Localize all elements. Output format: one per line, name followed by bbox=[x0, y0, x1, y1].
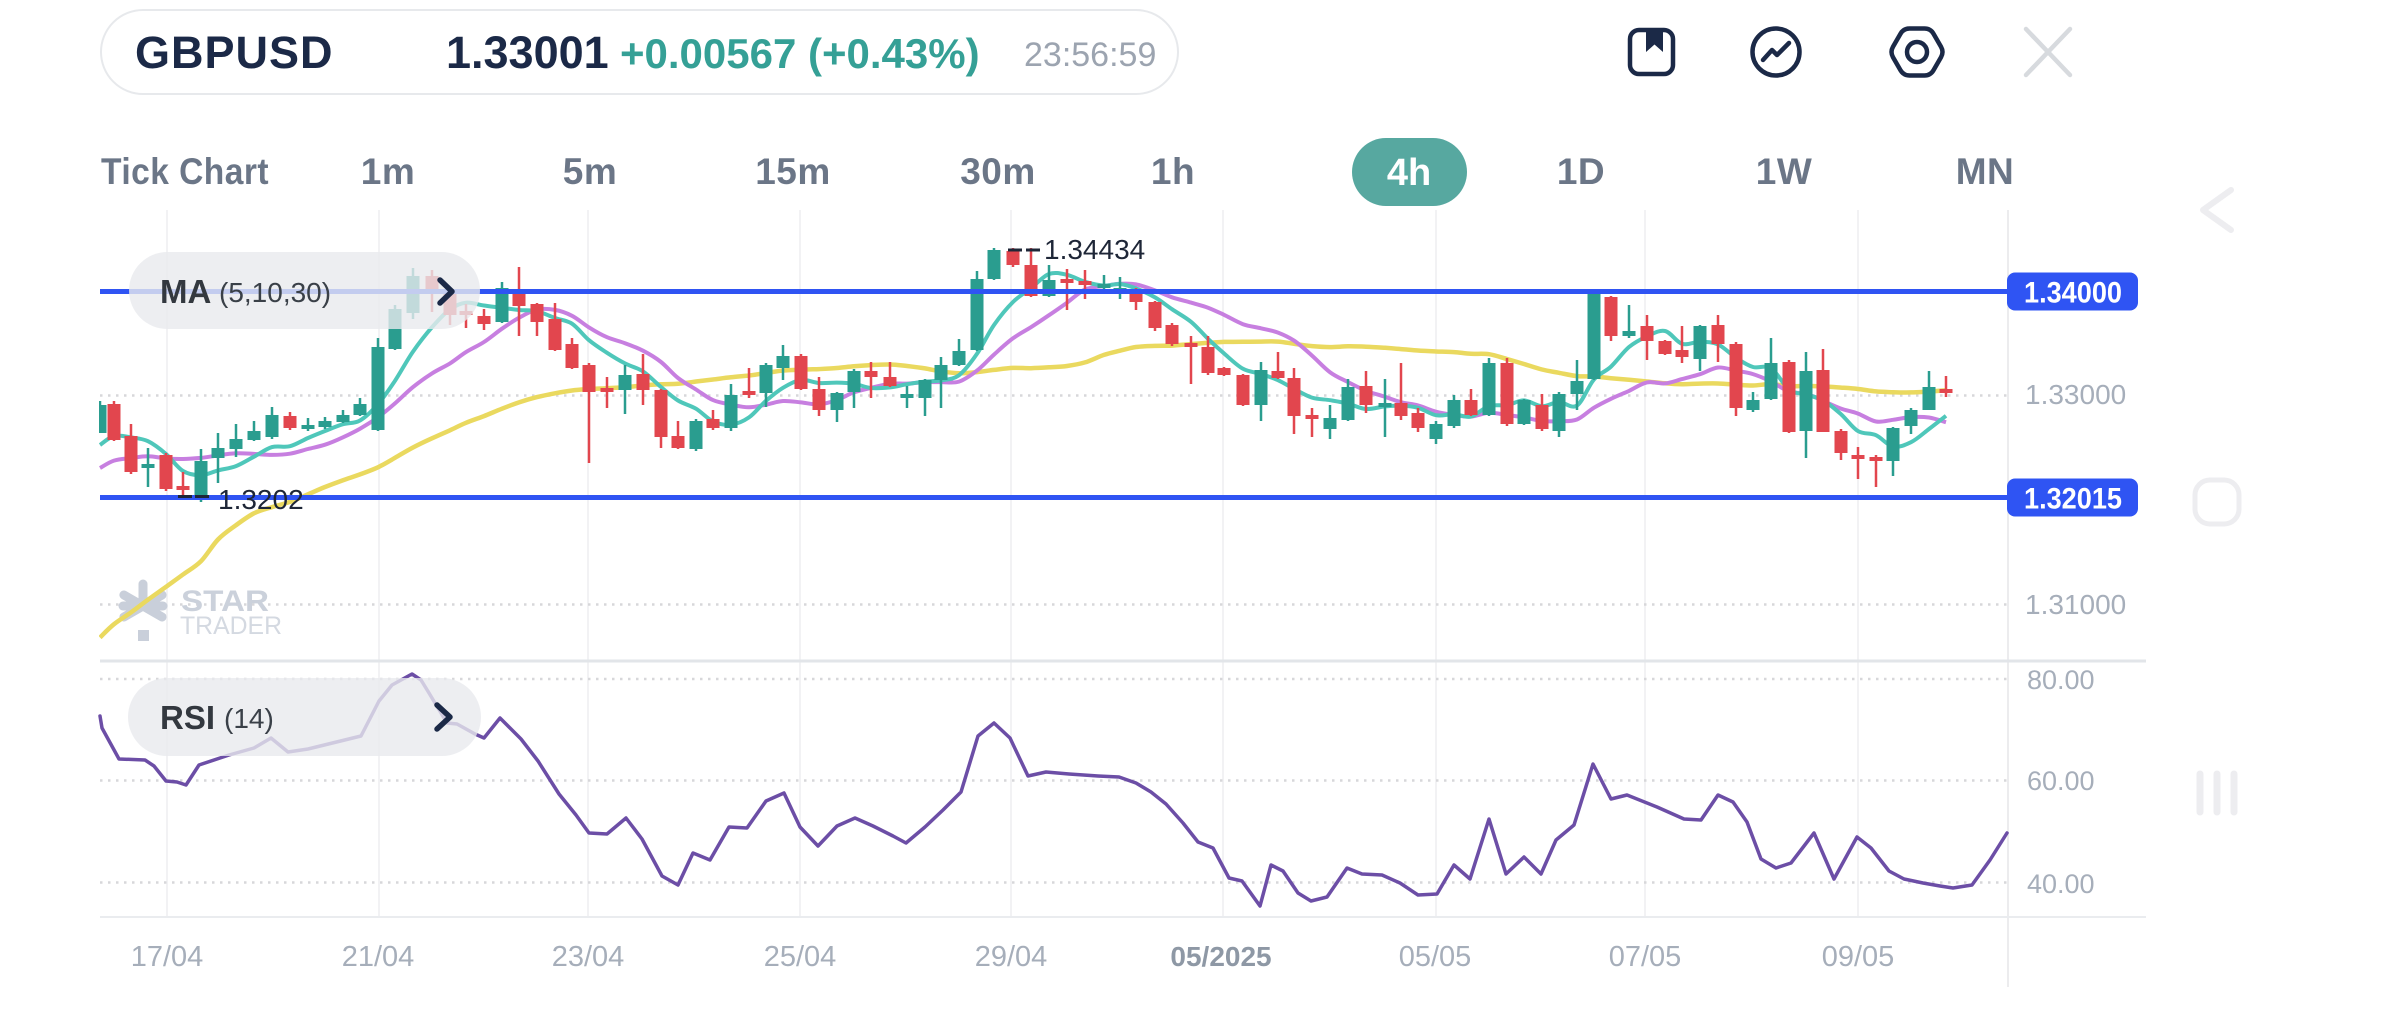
svg-text:40.00: 40.00 bbox=[2027, 869, 2095, 899]
svg-text:MA: MA bbox=[160, 273, 211, 310]
svg-text:Tick Chart: Tick Chart bbox=[101, 151, 269, 192]
svg-text:5m: 5m bbox=[563, 151, 617, 192]
svg-text:(5,10,30): (5,10,30) bbox=[219, 277, 331, 308]
svg-text:1h: 1h bbox=[1151, 151, 1195, 192]
svg-text:30m: 30m bbox=[960, 151, 1036, 192]
svg-text:07/05: 07/05 bbox=[1609, 941, 1682, 973]
svg-text:80.00: 80.00 bbox=[2027, 665, 2095, 695]
svg-text:1.3202: 1.3202 bbox=[218, 484, 304, 515]
svg-text:1.32015: 1.32015 bbox=[2024, 483, 2122, 516]
svg-text:+0.00567 (+0.43%): +0.00567 (+0.43%) bbox=[620, 30, 980, 77]
svg-text:1.34434: 1.34434 bbox=[1044, 234, 1145, 265]
svg-text:60.00: 60.00 bbox=[2027, 766, 2095, 796]
svg-text:(14): (14) bbox=[224, 703, 274, 734]
svg-text:23/04: 23/04 bbox=[552, 941, 625, 973]
svg-text:STAR: STAR bbox=[181, 585, 269, 618]
svg-text:1.34000: 1.34000 bbox=[2024, 277, 2122, 310]
svg-text:25/04: 25/04 bbox=[764, 941, 837, 973]
svg-text:TRADER: TRADER bbox=[180, 612, 282, 640]
svg-text:1m: 1m bbox=[361, 151, 415, 192]
svg-text:09/05: 09/05 bbox=[1822, 941, 1895, 973]
svg-text:GBPUSD: GBPUSD bbox=[135, 27, 334, 78]
svg-text:29/04: 29/04 bbox=[975, 941, 1048, 973]
svg-text:15m: 15m bbox=[755, 151, 831, 192]
svg-text:4h: 4h bbox=[1387, 152, 1431, 194]
svg-text:21/04: 21/04 bbox=[342, 941, 415, 973]
svg-text:1.33001: 1.33001 bbox=[446, 27, 609, 78]
svg-text:1D: 1D bbox=[1557, 151, 1605, 192]
svg-text:05/05: 05/05 bbox=[1399, 941, 1472, 973]
svg-text:MN: MN bbox=[1956, 151, 2015, 192]
svg-text:23:56:59: 23:56:59 bbox=[1024, 36, 1156, 74]
svg-text:1.31000: 1.31000 bbox=[2025, 589, 2126, 620]
svg-text:05/2025: 05/2025 bbox=[1170, 941, 1271, 972]
svg-text:17/04: 17/04 bbox=[131, 941, 204, 973]
svg-text:RSI: RSI bbox=[160, 699, 215, 736]
svg-text:1W: 1W bbox=[1756, 151, 1813, 192]
svg-text:1.33000: 1.33000 bbox=[2025, 379, 2126, 410]
